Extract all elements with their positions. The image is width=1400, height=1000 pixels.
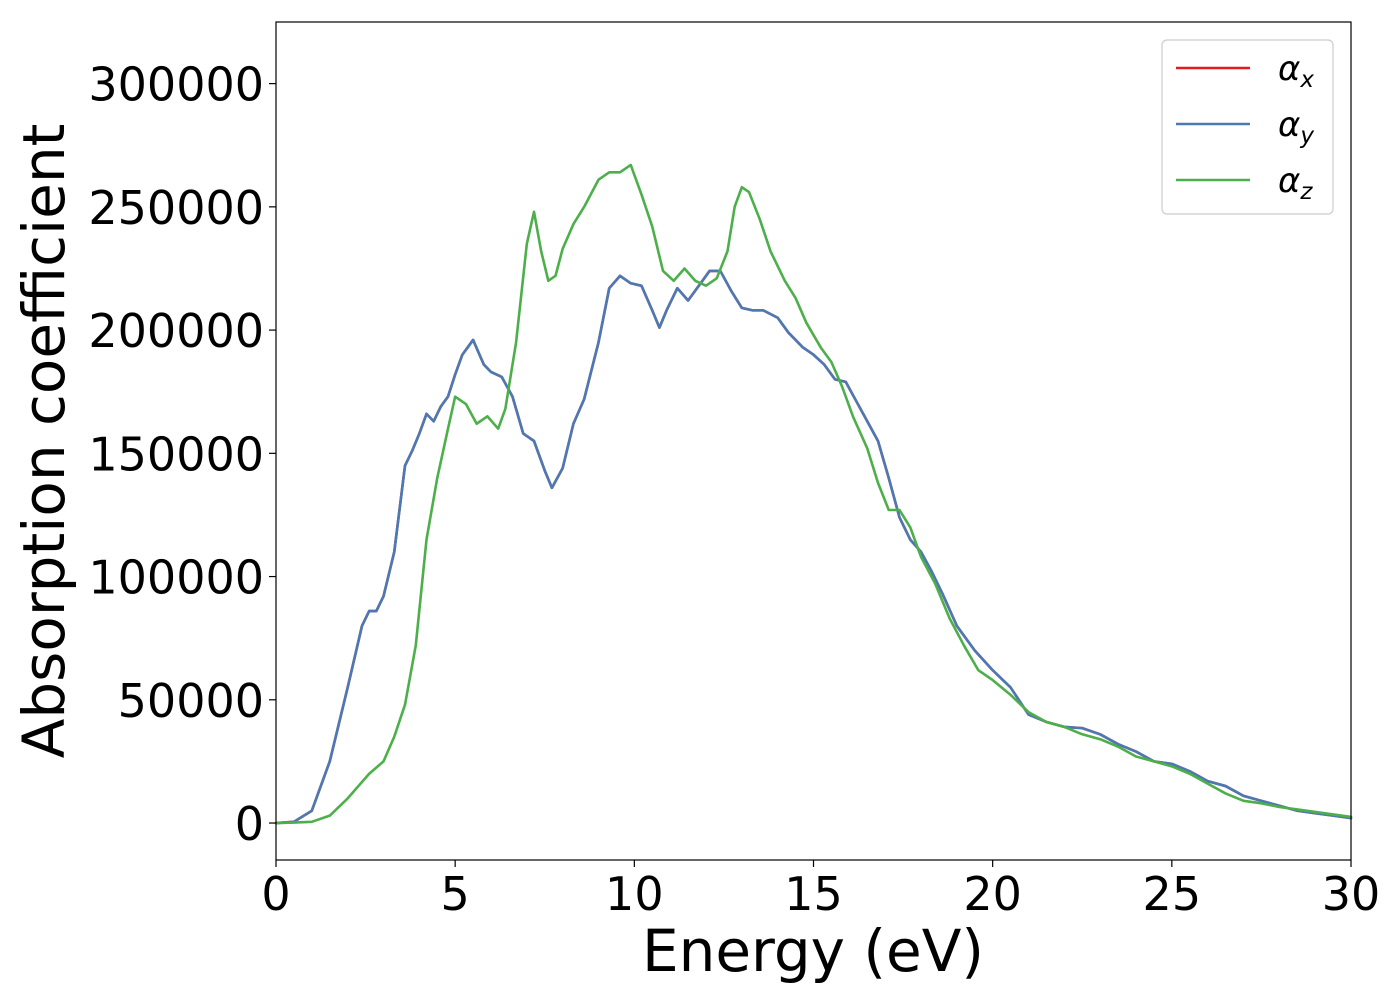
series-layer [274, 163, 1353, 825]
y-tick-label: 150000 [88, 427, 264, 481]
x-tick-label: 10 [605, 867, 664, 921]
legend-box [1161, 39, 1334, 215]
x-tick-label: 0 [261, 867, 290, 921]
legend-label-alpha-x: αx [1278, 49, 1314, 93]
y-axis-title: Absorption coefficient [10, 124, 78, 759]
legend-label-alpha-z: αz [1278, 161, 1313, 205]
y-tick-label: 100000 [88, 551, 264, 605]
x-tick-label: 15 [784, 867, 843, 921]
x-tick-label: 5 [441, 867, 470, 921]
series-line-alpha-z [274, 163, 1353, 825]
y-tick-label: 250000 [88, 181, 264, 235]
legend: αx αy αz [1161, 39, 1334, 215]
y-tick-label: 50000 [118, 674, 264, 728]
y-tick-label: 0 [235, 797, 264, 851]
x-tick-label: 30 [1322, 867, 1381, 921]
y-tick-label: 200000 [88, 304, 264, 358]
x-axis-title: Energy (eV) [642, 917, 984, 985]
y-tick-label: 300000 [88, 58, 264, 112]
x-axis-ticks: 0 5 10 15 20 25 30 [261, 860, 1380, 921]
x-tick-label: 20 [963, 867, 1022, 921]
legend-label-alpha-y: αy [1278, 105, 1314, 149]
y-axis-ticks: 0 50000 100000 150000 200000 250000 300000 [88, 58, 276, 851]
x-tick-label: 25 [1143, 867, 1202, 921]
